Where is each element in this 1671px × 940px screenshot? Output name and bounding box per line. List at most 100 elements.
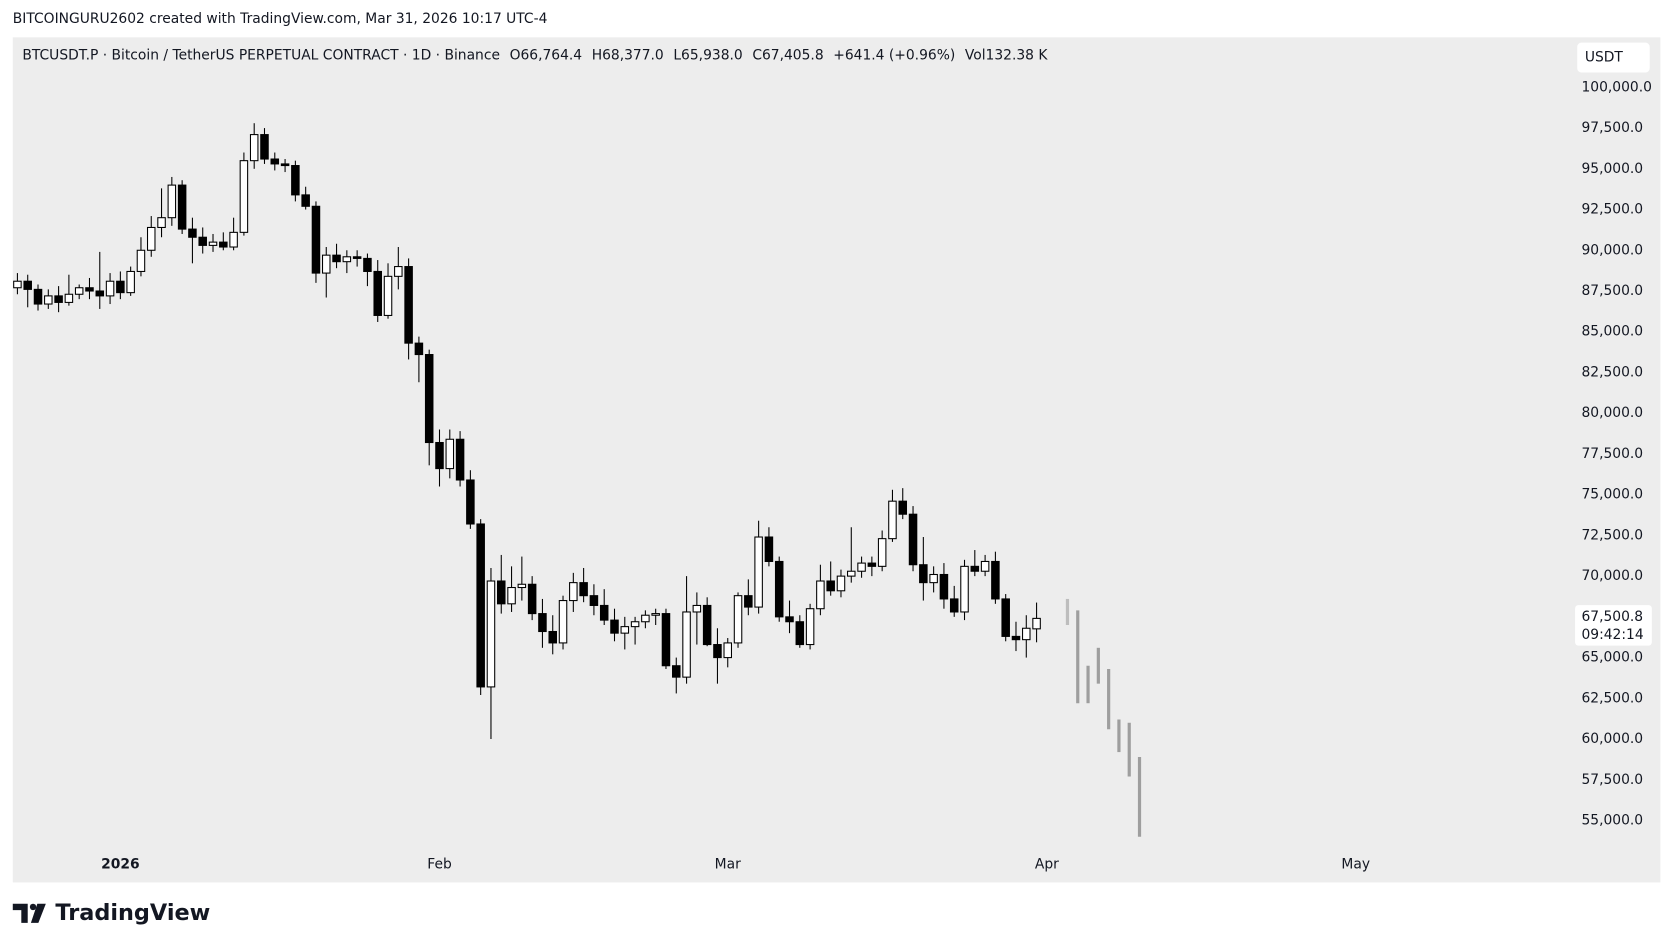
x-tick-label: May xyxy=(1341,856,1370,872)
candle-body xyxy=(208,241,218,246)
x-tick-label: Apr xyxy=(1035,856,1059,872)
candle-body xyxy=(774,560,784,618)
candle-body xyxy=(1022,627,1031,641)
candle-body xyxy=(177,184,187,230)
last-price-label: 67,500.8 xyxy=(1581,609,1643,625)
legend-value: +641.4 (+0.96%) xyxy=(833,47,955,63)
candle-body xyxy=(321,254,331,274)
candle-body xyxy=(270,158,280,165)
y-tick-label: 97,500.0 xyxy=(1581,120,1643,136)
candle-body xyxy=(836,575,846,592)
currency: USDT xyxy=(1585,50,1624,66)
candle-body xyxy=(373,270,382,316)
attribution: BITCOINGURU2602 created with TradingView… xyxy=(13,11,548,27)
candle-body xyxy=(414,342,424,356)
candle-body xyxy=(33,288,43,305)
legend-value: O66,764.4 xyxy=(510,47,583,63)
legend: BTCUSDT.P · Bitcoin / TetherUS PERPETUAL… xyxy=(22,47,1048,63)
y-tick-label: 72,500.0 xyxy=(1581,527,1643,543)
candle-body xyxy=(599,604,609,621)
candle-body xyxy=(54,295,63,303)
candle-body xyxy=(949,598,959,613)
candle-body xyxy=(939,573,949,600)
candle-body xyxy=(239,160,249,233)
x-tick-label: Feb xyxy=(427,856,452,872)
candle-body xyxy=(455,438,465,481)
y-tick-label: 92,500.0 xyxy=(1581,202,1643,218)
candle-body xyxy=(630,621,640,628)
candle-body xyxy=(23,280,32,290)
candle-body xyxy=(1011,635,1021,641)
candle-body xyxy=(620,626,630,634)
candle-body xyxy=(105,280,115,297)
candle-body xyxy=(744,595,753,608)
candle-body xyxy=(394,266,403,277)
candle-body xyxy=(260,134,269,160)
candle-body xyxy=(877,538,887,567)
candle-body xyxy=(682,611,691,678)
candle-body xyxy=(795,621,805,646)
candle-body xyxy=(723,642,733,659)
candle-body xyxy=(157,217,166,228)
y-tick-label: 75,000.0 xyxy=(1581,487,1643,503)
candle-body xyxy=(785,616,794,623)
candle-body xyxy=(332,254,341,263)
candle-body xyxy=(352,256,362,259)
candle-body xyxy=(126,270,135,294)
candle-body xyxy=(383,275,393,316)
candle-body xyxy=(764,536,774,562)
candle-body xyxy=(527,583,537,615)
legend-value: Vol132.38 K xyxy=(965,47,1049,63)
candle-body xyxy=(816,580,825,610)
candle-body xyxy=(867,562,877,567)
candle-body xyxy=(167,184,177,219)
candle-body xyxy=(517,583,527,589)
candle-body xyxy=(363,257,372,272)
candle-body xyxy=(229,231,238,248)
candle-body xyxy=(641,614,650,623)
candle-body xyxy=(74,287,84,295)
candle-body xyxy=(805,608,815,646)
y-tick-label: 95,000.0 xyxy=(1581,161,1643,177)
legend-value: H68,377.0 xyxy=(592,47,664,63)
candle-body xyxy=(857,562,866,572)
candle-body xyxy=(198,236,207,246)
candle-body xyxy=(291,165,300,196)
candle-body xyxy=(85,287,94,292)
candle-body xyxy=(558,600,568,644)
y-tick-label: 55,000.0 xyxy=(1581,813,1643,829)
candle-body xyxy=(301,194,310,207)
candle-body xyxy=(219,241,228,248)
candle-body xyxy=(116,280,125,294)
candle-body xyxy=(64,293,74,303)
candle-body xyxy=(579,582,588,597)
candle-body xyxy=(311,205,321,274)
y-tick-label: 80,000.0 xyxy=(1581,405,1643,421)
candle-body xyxy=(672,665,681,678)
y-tick-label: 85,000.0 xyxy=(1581,324,1643,340)
candle-body xyxy=(146,226,156,251)
y-tick-label: 62,500.0 xyxy=(1581,690,1643,706)
candle-body xyxy=(424,354,434,444)
candle-body xyxy=(496,580,506,605)
candle-body xyxy=(733,595,743,644)
candle-body xyxy=(44,295,53,305)
legend-title: BTCUSDT.P · Bitcoin / TetherUS PERPETUAL… xyxy=(22,47,500,63)
chart-panel xyxy=(12,37,1661,883)
candle-body xyxy=(908,513,918,566)
y-tick-label: 65,000.0 xyxy=(1581,650,1643,666)
candle-body xyxy=(466,479,475,525)
candle-body xyxy=(929,573,938,584)
candle-body xyxy=(980,560,990,572)
candle-body xyxy=(826,580,835,592)
y-tick-label: 87,500.0 xyxy=(1581,283,1643,299)
candle-body xyxy=(507,586,516,605)
candle-body xyxy=(713,644,722,659)
candle-body xyxy=(136,249,146,272)
candle-body xyxy=(898,500,908,515)
candle-body xyxy=(548,630,557,644)
candle-body xyxy=(280,163,290,167)
candle-body xyxy=(342,256,352,263)
legend-value: C67,405.8 xyxy=(752,47,823,63)
